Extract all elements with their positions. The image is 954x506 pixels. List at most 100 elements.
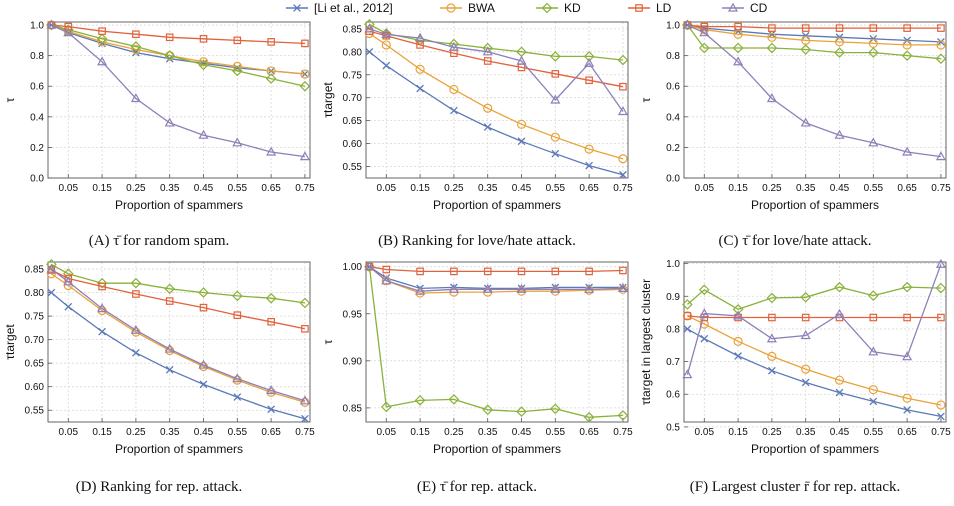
data-point-bwa [198,57,209,67]
data-point-kd [231,65,243,77]
x-tick-label: 0.05 [695,183,715,194]
series-line-kd [51,263,305,304]
data-point-kd [834,47,845,58]
x-tick-label: 0.25 [444,183,464,194]
y-tick-label: 1.0 [666,21,680,32]
data-point-bwa [767,351,777,361]
data-point-kd [96,277,108,289]
data-point-kd [164,50,176,61]
plot-frame [365,21,629,179]
y-tick-label: 0.2 [30,143,44,154]
data-point-kd [834,281,845,293]
x-axis-label: Proportion of spammers [115,198,243,212]
data-point-li [585,161,593,170]
data-point-kd [867,47,879,58]
legend-marker-circle-icon [446,3,456,13]
y-tick-label: 0.55 [25,406,45,417]
data-point-cd [834,308,845,318]
series-cd [682,19,946,161]
data-point-ld [165,33,174,42]
legend-item-bwa: BWA [440,1,495,15]
x-tick-label: 0.05 [59,427,79,438]
series-line-bwa [369,32,624,160]
data-point-bwa [97,37,107,47]
series-line-kd [51,24,306,87]
data-point-cd [198,129,209,139]
plot-frame [47,261,311,423]
data-point-kd [617,54,629,66]
x-tick-label: 0.45 [512,183,532,194]
plot-frame [683,261,947,423]
x-tick-label: 0.35 [796,427,816,438]
caption-a: (A) τ̄ for random spam. [88,233,230,249]
y-axis-label: τ [3,97,17,102]
y-axis-label: τ [321,339,335,344]
data-point-li [301,414,309,423]
data-point-bwa [902,40,912,50]
legend-marker-x-icon [293,4,301,12]
data-point-ld [551,267,560,276]
series-ld [47,21,309,48]
data-point-bwa [767,32,777,42]
data-point-ld [768,313,776,322]
data-point-cd [198,359,209,369]
data-point-cd [935,258,946,268]
data-point-cd [482,46,493,56]
series-line-cd [687,24,941,158]
y-axis-label: τtarget [3,324,17,360]
x-tick-label: 0.25 [126,183,146,194]
chart-panel-b: 0.05 0.15 0.25 0.35 0.45 0.55 0.65 0.75 0.55 0.60… [321,18,633,212]
legend-marker-triangle-icon [727,2,739,12]
data-point-ld [98,27,106,35]
data-point-li [517,137,526,146]
data-point-kd [516,406,527,417]
legend-label: BWA [468,1,495,15]
x-tick-label: 0.55 [228,183,248,194]
data-point-cd [516,55,527,65]
data-point-kd [935,282,947,294]
x-tick-label: 0.75 [613,183,633,194]
data-point-bwa [618,154,628,164]
data-point-bwa [834,375,845,385]
x-tick-label: 0.65 [261,183,281,194]
data-point-cd [617,106,628,116]
data-point-ld [517,267,526,276]
x-tick-label: 0.45 [830,183,850,194]
series-line-bwa [687,315,942,406]
data-point-cd [299,151,310,161]
series-line-li [687,328,942,418]
data-point-kd [482,42,494,54]
series-bwa [682,311,946,410]
series-ld [683,21,945,32]
x-tick-label: 0.15 [92,183,112,194]
x-tick-label: 0.55 [546,427,566,438]
grid [48,22,310,179]
y-tick-label: 0.5 [666,422,680,433]
x-tick-label: 0.45 [830,427,850,438]
data-point-cd [164,343,175,353]
data-point-ld [233,36,242,45]
series-line-kd [686,286,941,311]
legend-marker-square-icon [635,4,643,12]
data-point-ld [132,290,140,298]
series-kd [682,281,947,315]
data-point-li [199,380,208,389]
caption-c: (C) τ̄ for love/hate attack. [718,233,872,249]
x-tick-label: 0.15 [728,183,748,194]
data-point-kd [901,281,913,293]
data-point-cd [46,263,57,273]
x-tick-label: 0.75 [931,183,951,194]
data-point-kd [732,42,744,54]
series-cd [46,19,310,161]
data-point-cd [682,369,693,379]
data-point-cd [266,146,277,156]
data-point-bwa [584,144,594,154]
data-point-kd [299,297,311,309]
data-point-li [233,393,242,401]
grid [48,262,310,422]
data-point-cd [699,27,710,37]
series-li [47,288,309,423]
data-point-ld [585,76,593,85]
series-kd [46,19,311,92]
data-point-cd [902,146,913,156]
